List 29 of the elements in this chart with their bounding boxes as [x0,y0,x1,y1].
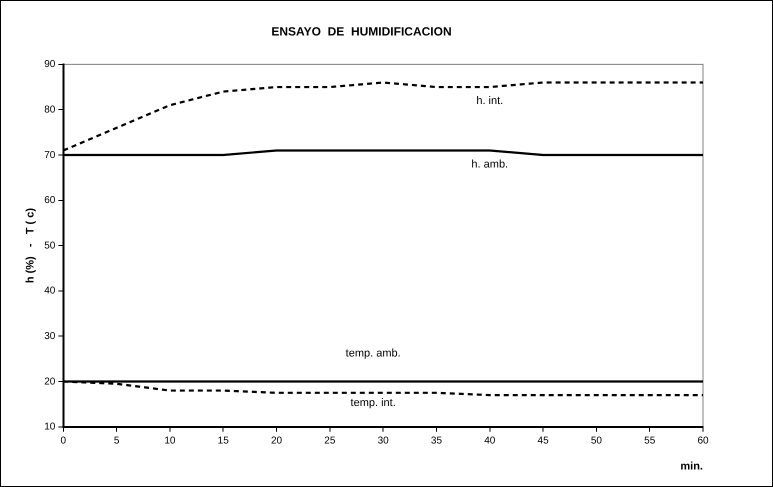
y-tick-label: 80 [44,104,56,116]
x-tick-label: 10 [164,436,176,447]
y-tick-label: 50 [44,240,56,252]
x-tick-label: 0 [60,436,67,447]
x-tick-label: 30 [378,436,390,447]
y-tick-label: 60 [44,195,56,206]
x-tick-label: 60 [697,436,709,447]
x-axis-title: min. [680,460,703,472]
y-axis-title: h (%) - T ( c) [24,208,37,284]
series-label: temp. amb. [346,348,401,360]
series-label: h. amb. [471,158,508,170]
y-tick-label: 30 [44,330,56,342]
x-tick-label: 55 [644,436,656,447]
x-tick-label: 25 [324,436,336,447]
y-tick-label: 20 [44,376,56,388]
chart-title: ENSAYO DE HUMIDIFICACION [271,24,452,39]
x-tick-label: 50 [590,436,602,447]
y-tick-label: 90 [44,59,56,70]
x-tick-label: 15 [218,436,230,447]
y-tick-label: 10 [44,422,56,433]
series-label: temp. int. [350,396,396,409]
x-tick-label: 35 [430,436,442,447]
series-label: h. int. [476,95,504,108]
y-tick-label: 70 [44,150,56,161]
x-tick-label: 20 [270,436,283,447]
x-tick-label: 40 [484,436,496,447]
x-tick-label: 5 [114,436,120,447]
y-tick-label: 40 [44,286,56,297]
x-tick-label: 45 [538,436,550,447]
